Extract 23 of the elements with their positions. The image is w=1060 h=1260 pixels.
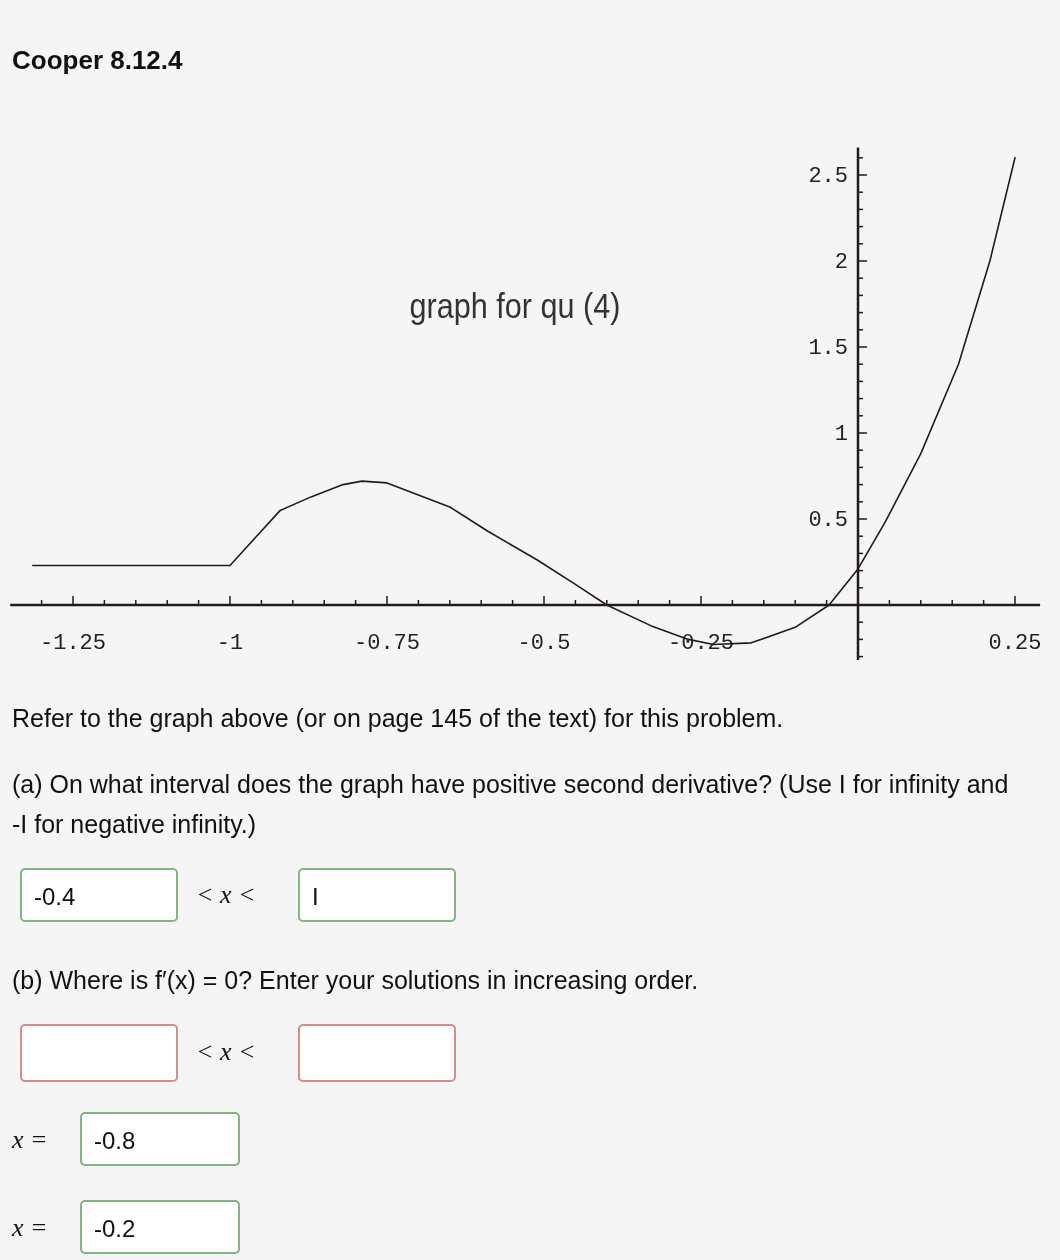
text: Cooper 8.12.4 xyxy=(12,44,183,77)
text: -0.4 xyxy=(34,883,76,910)
text: I xyxy=(312,883,319,910)
text: < x < xyxy=(196,1037,256,1067)
x-tick-label: -0.5 xyxy=(517,631,571,656)
text: -0.8 xyxy=(94,1127,136,1154)
x-tick-label: -1 xyxy=(216,631,244,656)
y-tick-label: 1.5 xyxy=(808,336,848,361)
text: (a) On what interval does the graph have positive second derivative? (Use I for infinity and -I for negative infinity.) xyxy=(12,769,1010,840)
text: (b) Where is f′(x) = 0? Enter your solutions in increasing order. xyxy=(12,965,699,996)
x-tick-label: 0.25 xyxy=(988,631,1042,656)
y-tick-label: 1 xyxy=(834,422,848,447)
text: x = xyxy=(12,1125,48,1155)
text: -0.2 xyxy=(94,1215,136,1242)
y-tick-label: 2 xyxy=(834,250,848,275)
text: graph for qu (4) xyxy=(409,285,621,326)
y-tick-label: 2.5 xyxy=(808,164,848,189)
text: x = xyxy=(12,1213,48,1243)
text: Refer to the graph above (or on page 145 of the text) for this problem. xyxy=(12,703,784,734)
x-tick-label: -0.75 xyxy=(353,631,421,656)
x-tick-label: -1.25 xyxy=(39,631,107,656)
text: < x < xyxy=(196,880,256,910)
y-tick-label: 0.5 xyxy=(808,508,848,533)
